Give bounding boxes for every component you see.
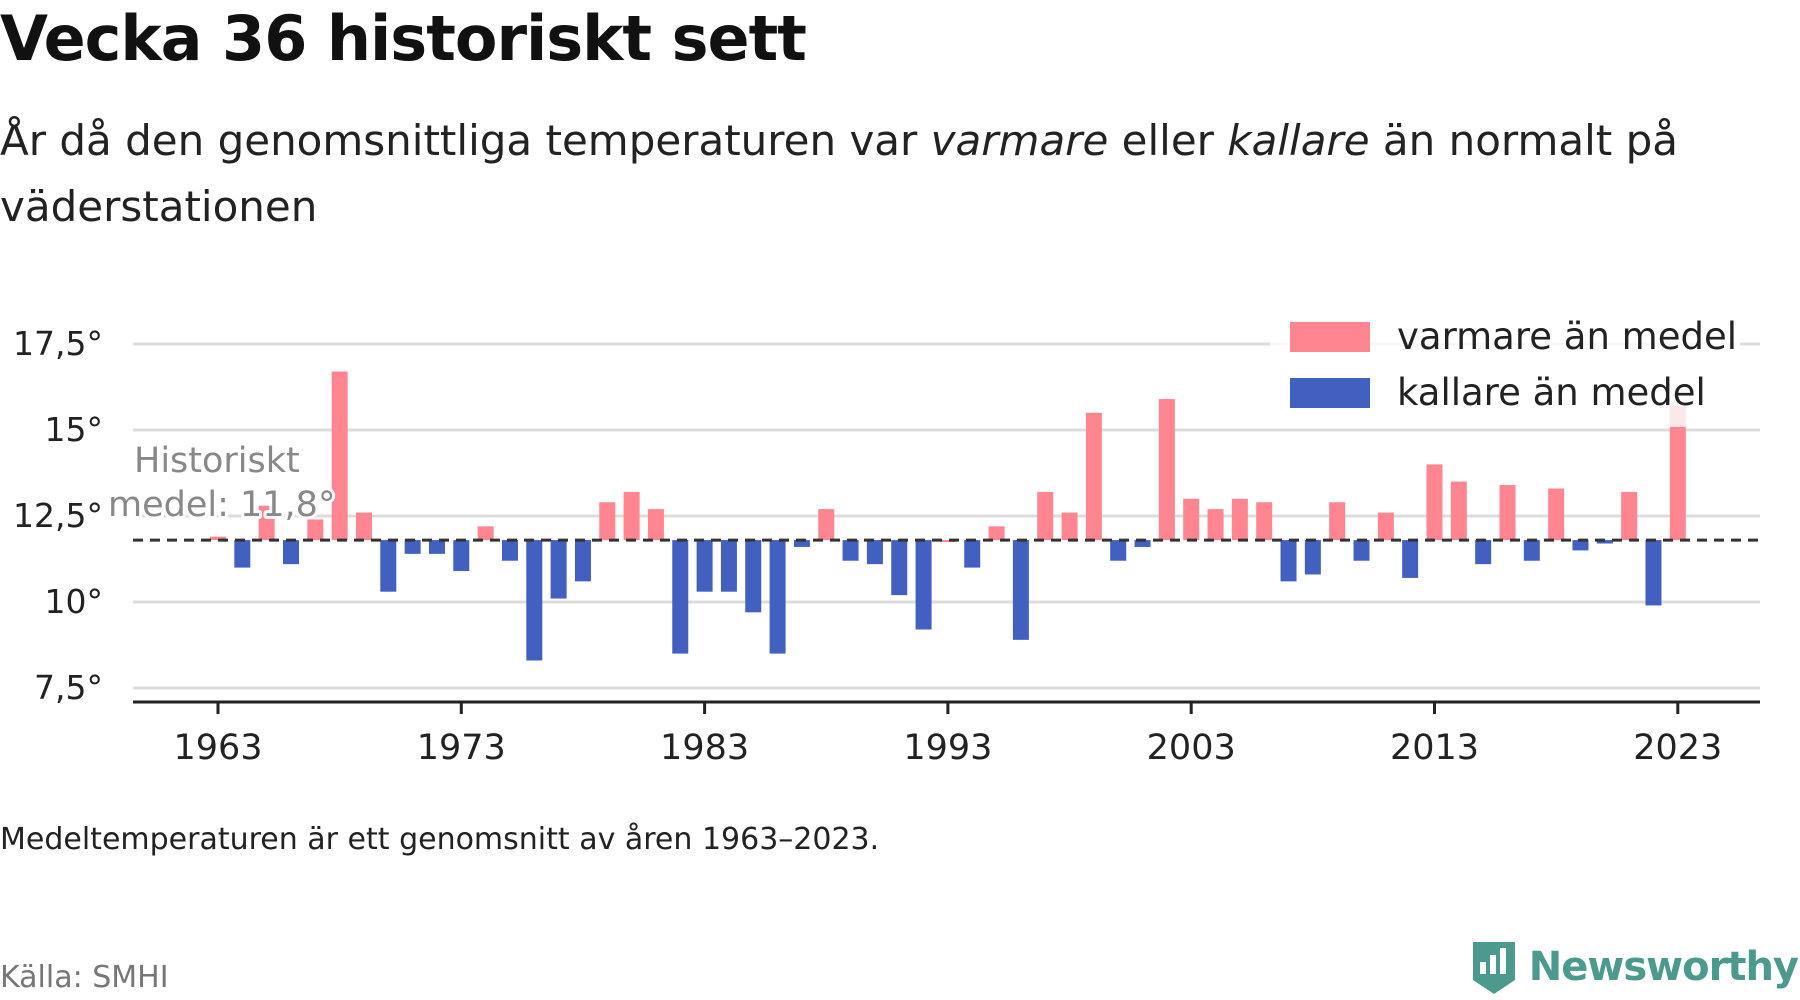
bar-1993 (939, 540, 956, 543)
bar-2012 (1402, 540, 1419, 578)
mean-label-line-1: Historiskt (134, 441, 300, 481)
bar-1966 (282, 540, 299, 565)
source-credit: Källa: SMHI (0, 960, 169, 995)
bar-2020 (1596, 540, 1613, 544)
legend-label: kallare än medel (1397, 371, 1706, 414)
bar-1976 (526, 540, 543, 661)
bar-1968 (331, 371, 348, 541)
legend-label: varmare än medel (1397, 315, 1737, 358)
bar-2018 (1548, 488, 1565, 541)
y-tick-label: 7,5° (34, 668, 103, 707)
bar-1978 (574, 540, 591, 582)
bar-1984 (720, 540, 737, 592)
bar-2014 (1450, 481, 1467, 541)
bar-1969 (355, 512, 372, 541)
bar-1987 (793, 540, 810, 547)
footnote: Medeltemperaturen är ett genomsnitt av å… (0, 822, 880, 857)
x-tick-label: 2003 (1147, 728, 1236, 768)
bar-1980 (623, 491, 640, 541)
bar-2013 (1426, 464, 1443, 541)
y-tick-label: 17,5° (13, 324, 103, 363)
subtitle-text-1: År då den genomsnittliga temperaturen va… (0, 116, 931, 165)
mean-label-line-2: medel: 11,8° (108, 485, 335, 525)
subtitle-warm-word: varmare (930, 116, 1109, 165)
newsworthy-logo-icon (1472, 942, 1515, 994)
bar-2011 (1377, 512, 1394, 541)
bar-1994 (964, 540, 981, 568)
y-tick-label: 15° (45, 410, 104, 449)
bar-1977 (550, 540, 567, 599)
bar-1970 (380, 540, 397, 592)
chart-title: Vecka 36 historiskt sett (0, 2, 807, 75)
bar-1982 (672, 540, 689, 654)
x-tick-label: 1993 (903, 728, 992, 768)
y-tick-label: 10° (45, 582, 104, 621)
bar-1965 (258, 505, 275, 541)
bar-1992 (915, 540, 932, 630)
bar-1986 (769, 540, 786, 654)
x-tick-label: 1973 (417, 728, 506, 768)
bar-1964 (234, 540, 251, 568)
bar-1975 (501, 540, 518, 561)
y-tick-label: 12,5° (13, 496, 103, 535)
bar-1988 (818, 509, 835, 541)
bar-2016 (1499, 485, 1516, 541)
bar-2015 (1475, 540, 1492, 565)
chart-subtitle: År då den genomsnittliga temperaturen va… (0, 108, 1720, 240)
bar-1999 (1085, 412, 1102, 541)
bar-2021 (1621, 491, 1638, 541)
bar-2022 (1645, 540, 1662, 606)
bar-1973 (453, 540, 470, 572)
subtitle-text-2: eller (1108, 116, 1228, 165)
bar-1996 (1012, 540, 1029, 640)
x-tick-label: 2023 (1633, 728, 1722, 768)
legend-swatch (1290, 322, 1370, 352)
bar-1974 (477, 526, 494, 541)
bar-1991 (891, 540, 908, 596)
bar-2007 (1280, 540, 1297, 582)
bar-1995 (988, 526, 1005, 541)
bar-1971 (404, 540, 421, 554)
bar-1997 (1037, 491, 1054, 541)
legend-swatch (1290, 378, 1370, 408)
bar-1990 (866, 540, 883, 565)
bar-2010 (1353, 540, 1370, 561)
bar-1972 (428, 540, 445, 554)
bar-1983 (696, 540, 713, 592)
bar-1989 (842, 540, 859, 561)
brand-name: Newsworthy (1528, 944, 1799, 990)
bar-2002 (1158, 399, 1175, 541)
legend: varmare än medel kallare än medel (1270, 305, 1740, 427)
bar-2023 (1669, 405, 1686, 541)
x-tick-label: 1963 (173, 728, 262, 768)
bar-2000 (1110, 540, 1127, 561)
bar-2001 (1134, 540, 1151, 547)
bar-1967 (307, 519, 324, 541)
subtitle-text-3: än normalt på väderstationen (0, 116, 1678, 231)
bar-2003 (1183, 498, 1200, 541)
bar-1981 (647, 509, 664, 541)
bar-2017 (1523, 540, 1540, 561)
bar-2019 (1572, 540, 1589, 551)
bar-2004 (1207, 509, 1224, 541)
bar-1979 (599, 502, 616, 541)
bar-1963 (210, 536, 226, 541)
brand-logo[interactable]: Newsworthy (1469, 938, 1799, 996)
bar-2008 (1304, 540, 1321, 575)
bar-2009 (1329, 502, 1346, 541)
bar-2005 (1231, 498, 1248, 541)
bar-2006 (1256, 502, 1273, 541)
bar-1998 (1061, 512, 1078, 541)
x-tick-label: 1983 (660, 728, 749, 768)
bar-1985 (745, 540, 762, 613)
x-tick-label: 2013 (1390, 728, 1479, 768)
subtitle-cold-word: kallare (1227, 116, 1370, 165)
